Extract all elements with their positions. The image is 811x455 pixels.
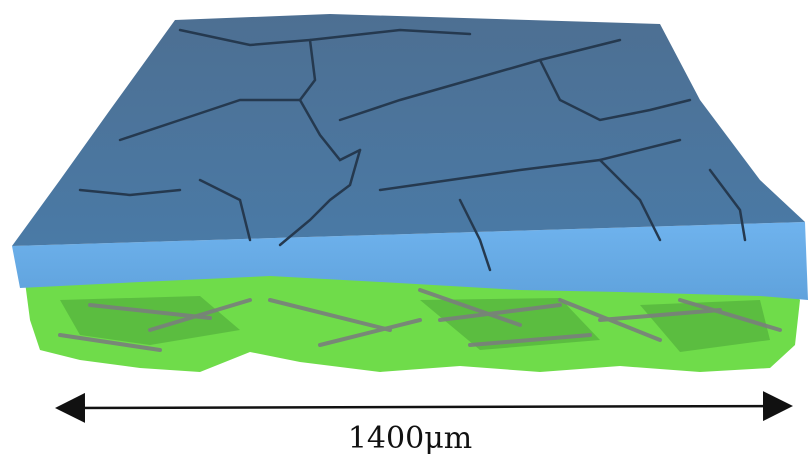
sample-render [12,14,808,372]
scale-arrow [60,406,788,408]
scale-label: 1400μm [348,421,472,455]
scale-bar: 1400μm [60,406,788,455]
coating-top [12,14,805,246]
figure: 1400μm [0,0,811,455]
